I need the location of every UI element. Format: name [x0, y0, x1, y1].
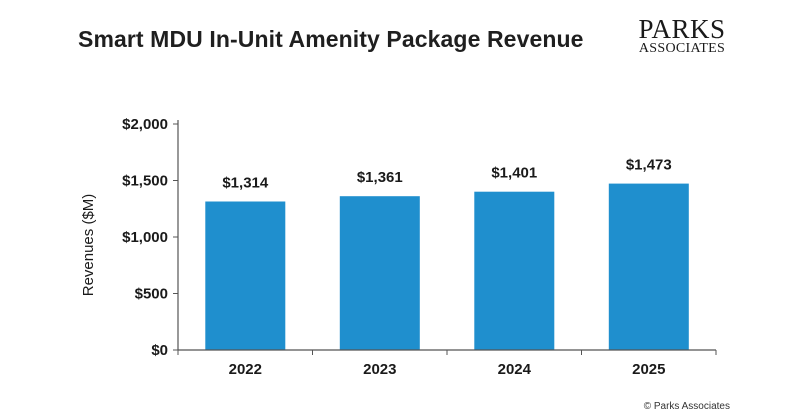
data-label-2024: $1,401 — [491, 165, 537, 182]
y-axis-title-group: Revenues ($M) — [80, 194, 97, 297]
y-tick-label: $500 — [135, 286, 168, 303]
bar-2024 — [474, 191, 555, 350]
data-label-2023: $1,361 — [357, 169, 403, 186]
logo-line-2: ASSOCIATES — [638, 41, 726, 56]
logo-line-1: PARKS — [638, 14, 726, 44]
x-tick-label-2025: 2025 — [632, 361, 665, 378]
bar-2022 — [205, 201, 286, 350]
y-tick-label: $1,500 — [122, 173, 168, 190]
x-tick-label-2022: 2022 — [229, 361, 262, 378]
copyright-text: © Parks Associates — [643, 401, 730, 412]
axes-group — [173, 120, 717, 355]
bars-group — [205, 183, 689, 350]
x-tick-label-2024: 2024 — [498, 361, 532, 378]
bar-2023 — [339, 196, 420, 350]
y-tick-label: $2,000 — [122, 116, 168, 133]
y-tick-label: $1,000 — [122, 229, 168, 246]
ticks-group: 2022 2023 2024 2025 $0 $500 $1,000 $1,500 $2,000 — [122, 116, 665, 378]
parks-associates-logo: PARKS ASSOCIATES — [632, 16, 732, 56]
y-axis-title: Revenues ($M) — [80, 194, 97, 297]
data-labels-group: $1,314 $1,361 $1,401 $1,473 — [222, 157, 671, 192]
bar-2025 — [608, 183, 689, 350]
data-label-2022: $1,314 — [222, 175, 269, 192]
x-tick-label-2023: 2023 — [363, 361, 396, 378]
chart-title: Smart MDU In-Unit Amenity Package Revenu… — [78, 26, 584, 52]
data-label-2025: $1,473 — [626, 157, 672, 174]
y-tick-label: $0 — [151, 342, 168, 359]
